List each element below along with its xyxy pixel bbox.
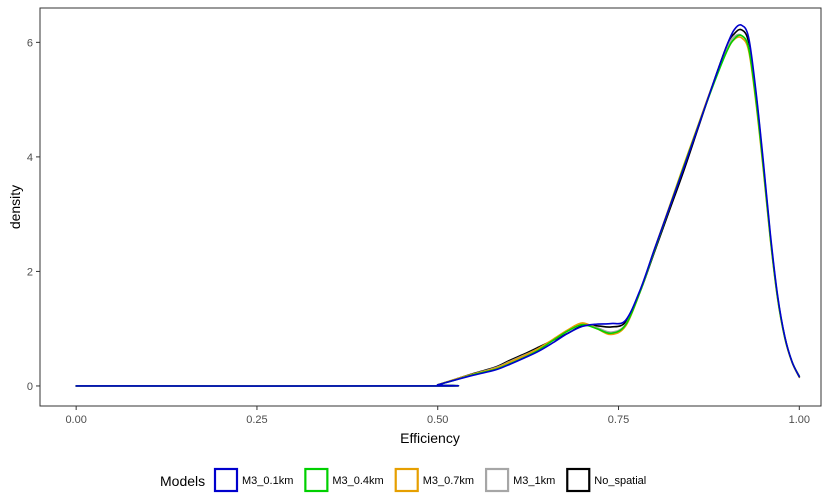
x-tick-label: 1.00 xyxy=(789,414,810,426)
legend-label-m3-0-7km: M3_0.7km xyxy=(423,475,474,487)
legend-key-m3-0-4km xyxy=(304,467,329,493)
legend-key-m3-0-7km xyxy=(394,467,419,493)
legend-key-m3-1km xyxy=(484,467,510,493)
series-lines xyxy=(75,24,801,387)
legend-label-no-spatial: No_spatial xyxy=(594,475,646,487)
x-axis-title: Efficiency xyxy=(400,430,460,446)
x-tick-label: 0.50 xyxy=(427,414,448,426)
legend-label-m3-0-4km: M3_0.4km xyxy=(332,475,383,487)
x-tick-label: 0.25 xyxy=(246,414,267,426)
x-axis: 0.00 0.25 0.50 0.75 1.00 xyxy=(65,406,810,426)
series-line-m3-1km xyxy=(75,33,801,387)
x-tick-label: 0.75 xyxy=(608,414,629,426)
y-axis-title: density xyxy=(7,185,23,229)
legend-label-m3-1km: M3_1km xyxy=(513,475,555,487)
y-tick-label: 2 xyxy=(27,266,33,278)
legend-title: Models xyxy=(160,473,205,489)
plot-panel-border xyxy=(39,7,822,407)
series-line-m3-0-4km xyxy=(75,34,801,387)
y-tick-label: 6 xyxy=(27,37,33,49)
series-line-m3-0-1km xyxy=(75,24,801,387)
legend-label-m3-0-1km: M3_0.1km xyxy=(242,475,293,487)
y-tick-label: 0 xyxy=(27,381,33,393)
y-axis: 0 2 4 6 xyxy=(27,37,40,393)
y-tick-label: 4 xyxy=(27,152,33,164)
series-line-no-spatial xyxy=(75,28,801,387)
series-line-m3-0-7km xyxy=(75,36,801,387)
legend-key-m3-0-1km xyxy=(213,467,239,493)
legend-key-no-spatial xyxy=(566,467,591,493)
x-tick-label: 0.00 xyxy=(65,414,86,426)
legend: Models M3_0.1km M3_0.4km M3_0.7km M3_1km No_… xyxy=(160,467,646,493)
